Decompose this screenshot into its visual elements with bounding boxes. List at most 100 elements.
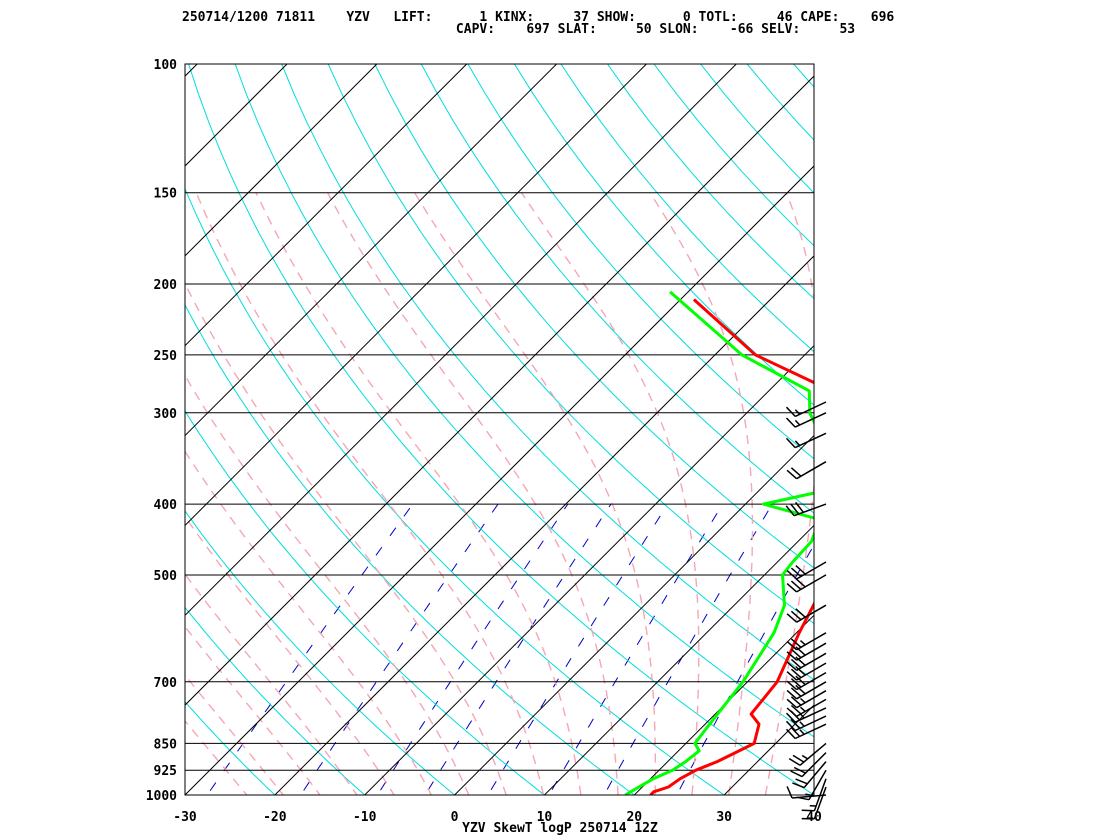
isotherm — [185, 64, 468, 347]
wind-barb — [785, 501, 827, 517]
wind-barb — [785, 723, 827, 740]
wind-barb — [786, 681, 827, 700]
temperature-tick-label: -30 — [173, 810, 197, 825]
isotherm — [813, 794, 814, 795]
isotherm — [0, 64, 17, 810]
profiles — [624, 290, 814, 795]
temperature-tick-label: 10 — [537, 810, 553, 825]
dry-adiabat — [746, 64, 814, 141]
wind-barb — [786, 574, 827, 593]
wind-barb — [785, 401, 827, 418]
wind-barb — [786, 604, 827, 623]
temperature-tick-label: 30 — [716, 810, 732, 825]
moist-adiabat — [414, 192, 657, 795]
wind-barb — [786, 461, 827, 480]
wind-barb — [792, 761, 827, 789]
dry-adiabat — [185, 303, 636, 795]
isotherm — [453, 434, 814, 795]
profile-line — [624, 290, 814, 795]
isotherm — [364, 345, 814, 795]
dry-adiabat — [653, 64, 814, 247]
moist-adiabat — [185, 674, 285, 795]
isotherm — [185, 64, 288, 167]
wind-barb — [790, 752, 827, 778]
pressure-tick-label: 100 — [154, 58, 178, 73]
wind-barb — [785, 412, 827, 428]
dry-adiabat — [560, 64, 814, 353]
isotherm — [185, 64, 378, 257]
dry-adiabat — [887, 64, 1120, 811]
moist-adiabat — [326, 192, 619, 795]
dry-adiabat — [234, 64, 814, 738]
background-lines — [0, 64, 1120, 811]
temperature-tick-label: 40 — [806, 810, 822, 825]
isotherm — [0, 64, 107, 810]
wind-barb — [788, 742, 827, 766]
moist-adiabat — [185, 573, 358, 795]
wind-barb — [786, 561, 827, 580]
isotherm — [185, 64, 737, 616]
isotherm — [185, 165, 814, 795]
profile-line — [649, 298, 814, 795]
dry-adiabat — [185, 410, 546, 795]
wind-barb — [786, 671, 827, 691]
isobars — [185, 63, 814, 796]
dry-adiabat — [185, 794, 186, 795]
dry-adiabat — [607, 64, 814, 300]
dry-adiabat — [185, 187, 725, 795]
mixing-ratio-line — [676, 543, 814, 795]
isotherm — [185, 64, 557, 437]
mixing-ratio-line — [548, 503, 724, 795]
pressure-tick-label: 150 — [154, 187, 178, 202]
wind-barb — [801, 778, 827, 812]
isotherm — [274, 255, 814, 795]
dry-adiabat — [467, 64, 814, 460]
wind-barb — [801, 786, 827, 820]
dry-adiabat — [840, 64, 1120, 811]
pressure-tick-label: 850 — [154, 737, 178, 752]
dry-adiabat — [185, 510, 456, 795]
pressure-tick-label: 200 — [154, 278, 178, 293]
pressure-tick-label: 250 — [154, 349, 178, 364]
temperature-tick-label: 20 — [626, 810, 642, 825]
wind-barb — [786, 652, 827, 671]
wind-barb — [785, 707, 827, 723]
isotherm — [723, 704, 814, 795]
dry-adiabat — [374, 64, 814, 569]
pressure-tick-label: 1000 — [146, 789, 177, 804]
wind-barb — [785, 715, 827, 732]
wind-barb — [786, 642, 827, 661]
dry-adiabat — [420, 64, 814, 514]
pressure-tick-label: 700 — [154, 676, 178, 691]
moist-adiabat — [185, 282, 507, 795]
dry-adiabat — [281, 64, 814, 681]
pressure-tick-label: 500 — [154, 569, 178, 584]
wind-barb — [786, 632, 827, 651]
sounding-header-line-1: 250714/1200 71811 YZV LIFT: 1 KINX: 37 S… — [182, 10, 895, 25]
dry-adiabat — [513, 64, 814, 406]
temperature-tick-label: -10 — [353, 810, 377, 825]
dry-adiabat — [188, 64, 814, 795]
mixing-ratio-line — [603, 503, 773, 795]
moist-adiabat — [195, 192, 545, 795]
wind-barbs — [785, 401, 827, 820]
temperature-tick-label: -20 — [263, 810, 287, 825]
wind-barb — [786, 662, 827, 681]
dry-adiabat — [185, 701, 276, 795]
dry-adiabat — [933, 64, 1120, 811]
wind-barb — [786, 690, 827, 709]
pressure-tick-label: 400 — [154, 498, 178, 513]
dry-adiabat — [327, 64, 814, 625]
mixing-ratio-line — [300, 503, 499, 795]
wind-barb — [786, 698, 827, 718]
isotherm — [185, 75, 814, 706]
isotherm — [185, 64, 647, 527]
chart-title: YZV SkewT logP 250714 12Z — [462, 821, 658, 836]
sounding-header-line-2: CAPV: 697 SLAT: 50 SLON: -66 SELV: 53 — [182, 22, 856, 37]
temperature-tick-label: 0 — [451, 810, 459, 825]
plot-frame — [184, 63, 815, 796]
mixing-ratio-line — [376, 503, 569, 795]
dry-adiabat — [185, 606, 366, 795]
moist-adiabat — [764, 192, 814, 795]
pressure-tick-label: 925 — [154, 764, 177, 779]
